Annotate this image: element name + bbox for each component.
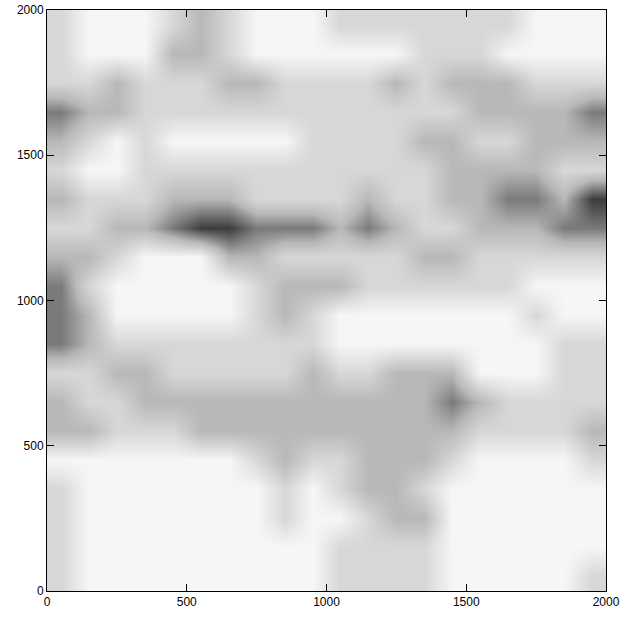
svg-text:0: 0: [37, 584, 44, 598]
svg-text:2000: 2000: [593, 595, 620, 609]
svg-text:1000: 1000: [313, 595, 340, 609]
svg-text:1000: 1000: [17, 294, 44, 308]
svg-text:500: 500: [177, 595, 197, 609]
svg-text:0: 0: [44, 595, 51, 609]
svg-text:1500: 1500: [17, 148, 44, 162]
svg-text:2000: 2000: [17, 3, 44, 17]
svg-text:500: 500: [24, 439, 44, 453]
svg-text:1500: 1500: [453, 595, 480, 609]
